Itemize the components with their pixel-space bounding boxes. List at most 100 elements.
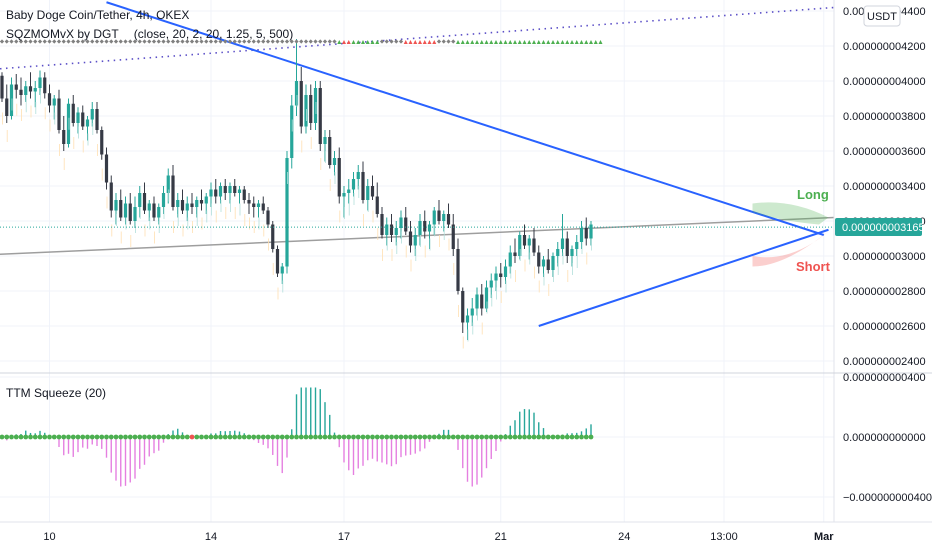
- squeeze-marker: [413, 40, 418, 44]
- lower-panel-title[interactable]: TTM Squeeze (20): [6, 386, 106, 400]
- squeeze-dot: [165, 434, 171, 440]
- candle-body: [28, 86, 33, 92]
- candle-body: [370, 186, 375, 197]
- time-tick-label: 17: [338, 531, 350, 543]
- candle-body: [19, 89, 23, 95]
- candle-body: [275, 249, 280, 274]
- long-zone: [752, 202, 829, 225]
- short-label: Short: [796, 259, 831, 274]
- squeeze-dot: [194, 434, 200, 440]
- squeeze-marker: [90, 39, 95, 44]
- squeeze-dot: [51, 434, 57, 440]
- candle-body: [290, 105, 294, 158]
- candle-body: [489, 280, 493, 288]
- candle-body: [446, 214, 451, 225]
- candle-body: [152, 203, 156, 218]
- squeeze-marker: [465, 40, 470, 44]
- squeeze-marker: [156, 39, 161, 44]
- squeeze-marker: [475, 40, 479, 44]
- price-tick-label: 0.000000002600: [843, 321, 926, 333]
- candle-body: [484, 287, 489, 309]
- squeeze-marker: [427, 40, 432, 44]
- candle-body: [442, 214, 446, 221]
- candle-body: [195, 200, 199, 207]
- squeeze-dot: [355, 434, 361, 440]
- price-tick-label: 0.000000003800: [843, 111, 926, 123]
- candle-body: [180, 200, 185, 211]
- squeeze-marker: [56, 39, 62, 44]
- squeeze-marker: [47, 39, 52, 44]
- candle-body: [432, 210, 436, 225]
- squeeze-marker: [242, 39, 247, 44]
- candle-body: [456, 249, 460, 291]
- squeeze-dot: [336, 434, 342, 440]
- squeeze-marker: [123, 39, 128, 44]
- squeeze-marker: [80, 39, 85, 44]
- candle-body: [408, 231, 413, 246]
- candle-body: [5, 98, 9, 116]
- squeeze-dot: [370, 434, 375, 440]
- squeeze-dot: [422, 434, 428, 440]
- squeeze-dot: [346, 434, 352, 440]
- candle-body: [171, 175, 175, 207]
- squeeze-marker: [180, 39, 185, 44]
- candle-body: [185, 203, 189, 211]
- squeeze-dot: [89, 434, 95, 440]
- candle-body: [351, 179, 356, 190]
- candle-body: [138, 193, 142, 207]
- squeeze-dot: [550, 434, 556, 440]
- candle-body: [423, 221, 427, 232]
- squeeze-dot: [493, 434, 499, 440]
- currency-badge[interactable]: USDT: [863, 5, 901, 27]
- squeeze-marker: [99, 39, 104, 44]
- candle-body: [470, 308, 474, 316]
- squeeze-dot: [322, 434, 328, 440]
- oscillator-axis[interactable]: 0.000000000400 0.000000000000 −0.000000000…: [843, 372, 932, 504]
- symbol-title[interactable]: Baby Doge Coin/Tether, 4h, OKEX: [6, 8, 189, 22]
- squeeze-marker: [166, 39, 171, 44]
- squeeze-marker: [118, 39, 123, 44]
- grey-trend-line: [0, 216, 835, 255]
- time-tick-label: 10: [43, 531, 55, 543]
- candle-body: [560, 238, 565, 249]
- candle-body: [375, 196, 379, 214]
- squeeze-marker: [237, 39, 242, 44]
- squeeze-dot: [175, 434, 181, 440]
- squeeze-marker: [175, 39, 180, 44]
- price-axis[interactable]: 0.0000000044000.0000000042000.0000000040…: [843, 6, 926, 368]
- squeeze-dot: [303, 434, 309, 440]
- squeeze-dot: [127, 434, 133, 440]
- squeeze-dot: [279, 434, 285, 440]
- squeeze-dot: [23, 434, 29, 440]
- candle-body: [71, 103, 75, 123]
- squeeze-dot: [161, 434, 166, 440]
- squeeze-marker: [104, 39, 109, 44]
- squeeze-dot: [260, 434, 266, 440]
- squeeze-marker: [66, 39, 71, 44]
- squeeze-marker: [370, 40, 375, 44]
- squeeze-marker: [589, 40, 593, 44]
- candle-body: [294, 81, 299, 106]
- squeeze-marker: [199, 39, 204, 44]
- squeeze-dot: [189, 434, 195, 440]
- squeeze-dot: [365, 434, 371, 440]
- squeeze-dot: [123, 434, 128, 440]
- squeeze-dot: [408, 434, 413, 440]
- candle-body: [522, 235, 527, 246]
- candle-body: [318, 88, 322, 144]
- time-tick-label: 21: [495, 531, 507, 543]
- squeeze-marker: [33, 39, 38, 44]
- candle-body: [214, 189, 218, 197]
- candle-body: [575, 242, 579, 249]
- squeeze-dot: [545, 434, 551, 440]
- squeeze-dot: [108, 434, 114, 440]
- squeeze-marker: [470, 40, 475, 44]
- squeeze-dot: [507, 434, 513, 440]
- squeeze-dot: [237, 434, 242, 440]
- indicator-title[interactable]: SQZMOMvX by DGT (close, 20, 2, 20, 1.25,…: [6, 27, 293, 41]
- squeeze-marker: [565, 40, 570, 44]
- squeeze-dot: [588, 434, 594, 440]
- squeeze-dot: [132, 434, 138, 440]
